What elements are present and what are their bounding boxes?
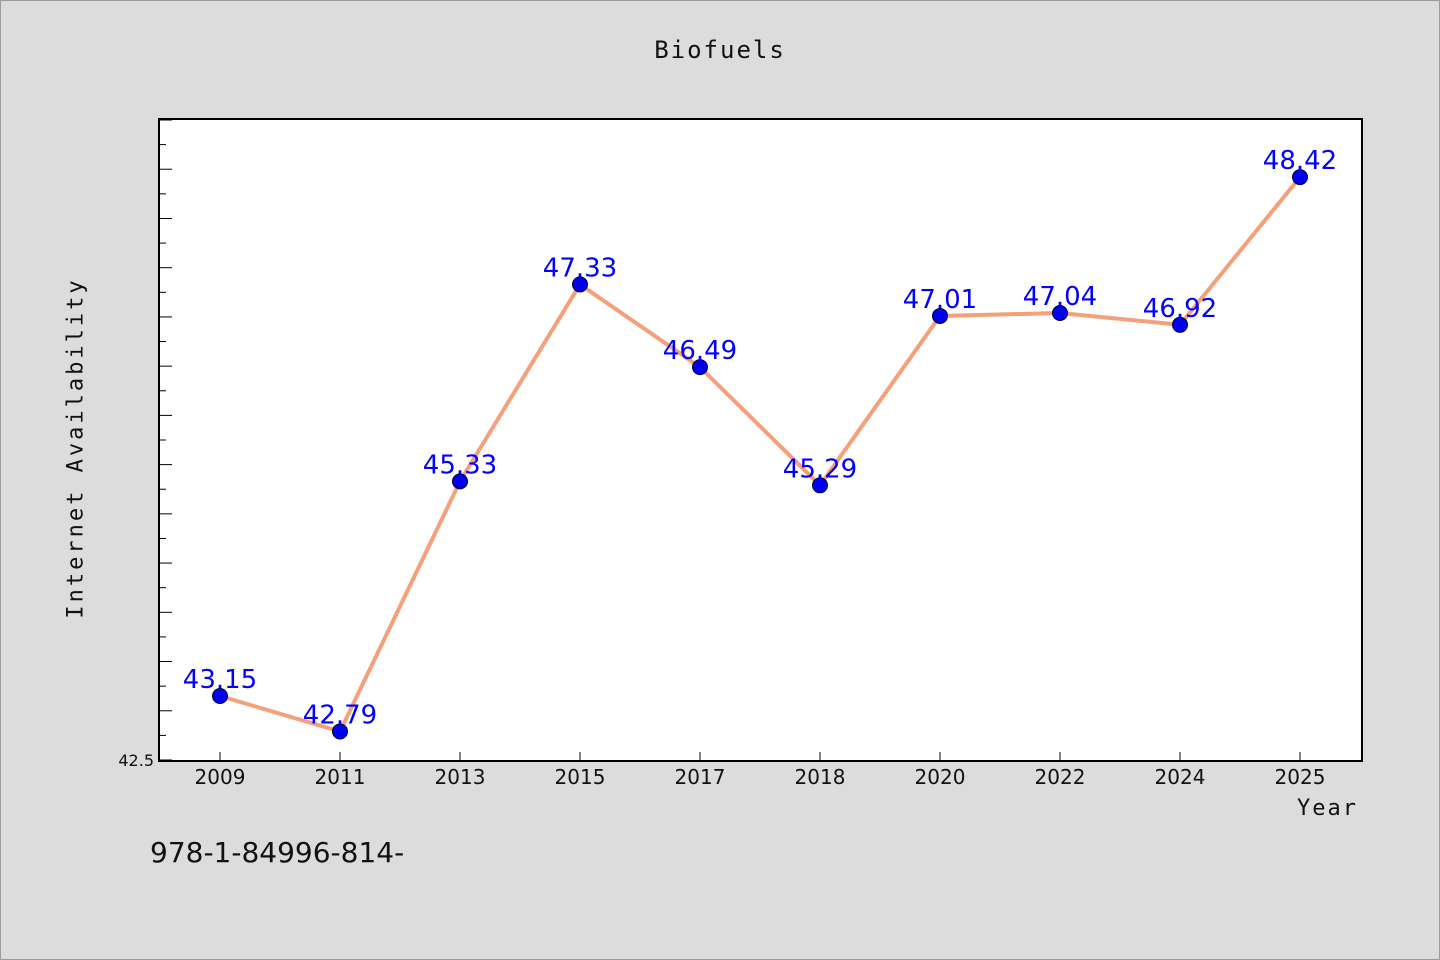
x-tick-label: 2013 — [435, 765, 486, 789]
x-tick-label: 2024 — [1155, 765, 1206, 789]
data-point — [1052, 304, 1068, 321]
data-label: 43.15 — [183, 665, 257, 695]
data-point — [332, 723, 348, 740]
data-label: 46.92 — [1143, 294, 1217, 324]
data-point — [932, 307, 948, 324]
x-axis-label: Year — [1297, 796, 1358, 821]
x-tick-label: 2018 — [795, 765, 846, 789]
x-tick-label: 2022 — [1035, 765, 1086, 789]
data-point — [572, 276, 588, 293]
footer-note: 978-1-84996-814- — [150, 836, 405, 869]
data-point — [212, 688, 228, 704]
data-point — [1292, 169, 1308, 186]
x-tick-label: 2025 — [1275, 765, 1326, 789]
chart-title: Biofuels — [654, 36, 786, 64]
data-label: 42.79 — [303, 700, 377, 730]
x-tick-label: 2009 — [195, 765, 246, 789]
data-label: 45.33 — [423, 450, 497, 480]
data-label: 45.29 — [783, 454, 857, 484]
x-tick-label: 2011 — [315, 765, 366, 789]
y-tick-label: 42.5 — [118, 751, 154, 770]
data-label: 47.04 — [1023, 282, 1097, 312]
data-label: 47.33 — [543, 253, 617, 283]
x-tick-label: 2020 — [915, 765, 966, 789]
data-point — [812, 477, 828, 494]
data-label: 48.42 — [1263, 146, 1337, 176]
data-point — [692, 359, 708, 376]
plot-area — [158, 118, 1363, 762]
series-line — [219, 175, 1302, 734]
data-label: 46.49 — [663, 336, 737, 366]
data-point — [1172, 316, 1188, 333]
data-point — [452, 473, 468, 490]
x-tick-label: 2015 — [555, 765, 606, 789]
data-label: 47.01 — [903, 285, 977, 315]
x-tick-label: 2017 — [675, 765, 726, 789]
